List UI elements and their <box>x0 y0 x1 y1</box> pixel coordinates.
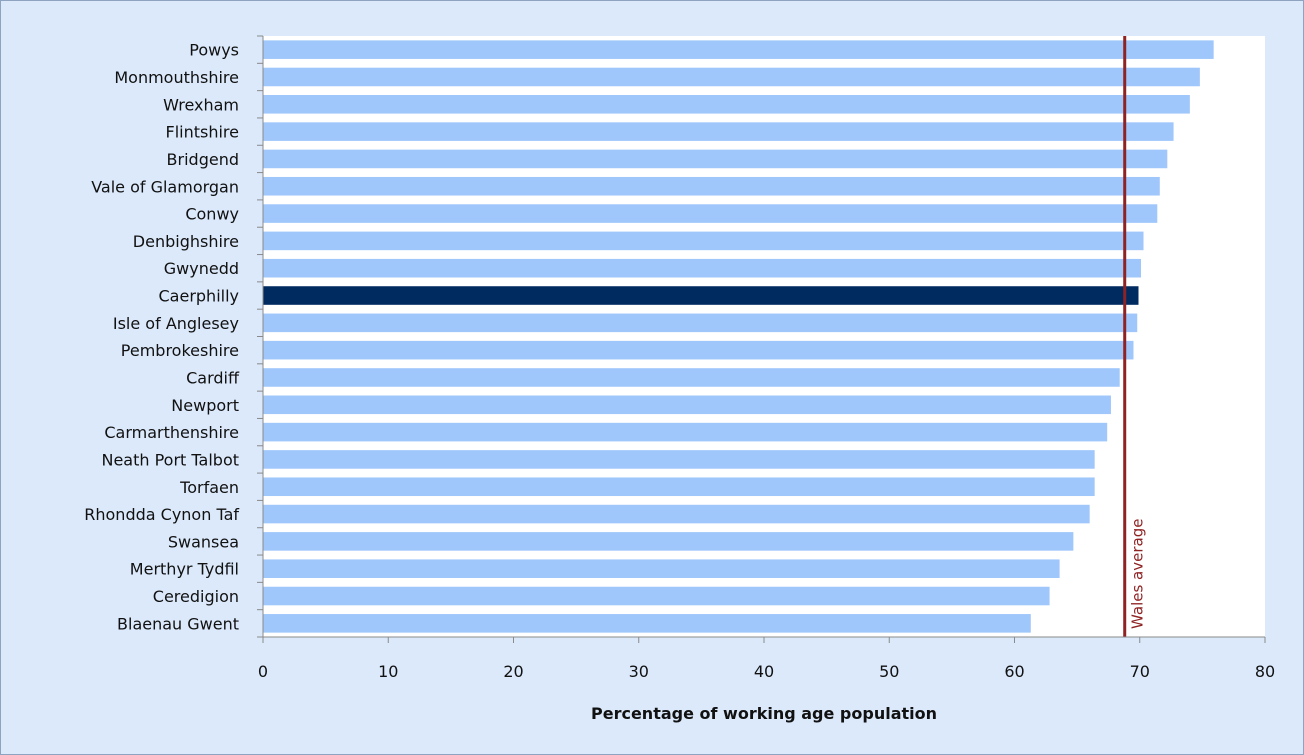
category-label: Merthyr Tydfil <box>130 560 239 579</box>
x-tick-label: 30 <box>629 662 649 681</box>
category-label: Gwynedd <box>164 259 239 278</box>
category-label: Isle of Anglesey <box>113 314 239 333</box>
category-label: Swansea <box>168 532 239 551</box>
category-label: Blaenau Gwent <box>117 614 239 633</box>
category-label: Wrexham <box>163 95 239 114</box>
category-label: Torfaen <box>179 478 239 497</box>
bar-isle-of-anglesey <box>263 313 1138 333</box>
bar-conwy <box>263 204 1158 223</box>
category-label: Cardiff <box>186 368 240 387</box>
bar-swansea <box>263 532 1074 551</box>
wales-average-label: Wales average <box>1129 519 1147 629</box>
bar-newport <box>263 395 1111 415</box>
bar-cardiff <box>263 368 1120 387</box>
bar-monmouthshire <box>263 67 1200 87</box>
x-tick-label: 40 <box>754 662 774 681</box>
x-tick-label: 50 <box>879 662 899 681</box>
bar-vale-of-glamorgan <box>263 176 1160 196</box>
category-label: Monmouthshire <box>114 68 239 87</box>
bar-blaenau-gwent <box>263 614 1031 633</box>
bar-merthyr-tydfil <box>263 559 1060 578</box>
x-tick-label: 80 <box>1255 662 1275 681</box>
bar-neath-port-talbot <box>263 450 1095 469</box>
bar-pembrokeshire <box>263 340 1134 360</box>
bar-carmarthenshire <box>263 422 1108 442</box>
category-label: Caerphilly <box>159 287 240 306</box>
bar-gwynedd <box>263 258 1142 278</box>
bar-wrexham <box>263 95 1190 114</box>
bar-flintshire <box>263 122 1174 141</box>
category-label: Flintshire <box>166 123 240 142</box>
x-axis-title: Percentage of working age population <box>591 704 937 723</box>
category-label: Rhondda Cynon Taf <box>84 505 239 524</box>
category-label: Neath Port Talbot <box>101 450 239 469</box>
category-label: Bridgend <box>167 150 239 169</box>
category-label: Pembrokeshire <box>121 341 239 360</box>
category-label: Conwy <box>185 205 239 224</box>
x-tick-label: 70 <box>1130 662 1150 681</box>
bar-bridgend <box>263 149 1168 169</box>
x-tick-label: 60 <box>1004 662 1024 681</box>
category-label: Newport <box>171 396 239 415</box>
category-label: Ceredigion <box>153 587 239 606</box>
category-label: Vale of Glamorgan <box>91 177 239 196</box>
category-label: Powys <box>189 41 239 60</box>
category-label: Carmarthenshire <box>104 423 239 442</box>
bar-denbighshire <box>263 231 1144 251</box>
bar-powys <box>263 40 1214 59</box>
bar-torfaen <box>263 477 1095 497</box>
category-label: Denbighshire <box>133 232 239 251</box>
x-tick-label: 0 <box>258 662 268 681</box>
bar-rhondda-cynon-taf <box>263 504 1090 524</box>
bar-ceredigion <box>263 586 1050 606</box>
x-tick-label: 20 <box>503 662 523 681</box>
bar-caerphilly <box>263 286 1139 305</box>
x-tick-label: 10 <box>378 662 398 681</box>
